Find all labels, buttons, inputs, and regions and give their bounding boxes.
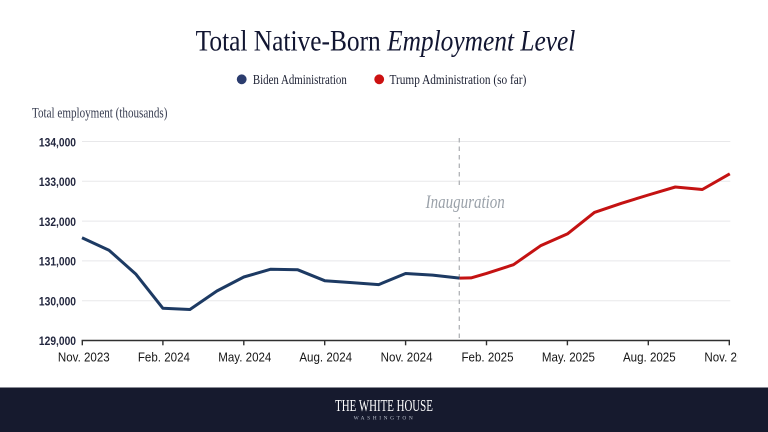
svg-text:130,000: 130,000 xyxy=(39,296,76,309)
svg-text:May. 2025: May. 2025 xyxy=(542,350,595,365)
svg-text:May. 2024: May. 2024 xyxy=(218,350,271,365)
svg-text:132,000: 132,000 xyxy=(39,216,76,229)
svg-text:Feb. 2024: Feb. 2024 xyxy=(138,350,190,365)
svg-text:Feb. 2025: Feb. 2025 xyxy=(461,350,513,365)
svg-text:THE WHITE HOUSE: THE WHITE HOUSE xyxy=(335,398,433,416)
svg-text:133,000: 133,000 xyxy=(39,176,76,189)
svg-text:Aug. 2024: Aug. 2024 xyxy=(299,350,352,365)
svg-text:Biden Administration: Biden Administration xyxy=(253,72,348,88)
svg-text:Aug. 2025: Aug. 2025 xyxy=(623,350,676,365)
svg-text:Total Native-Born Employment L: Total Native-Born Employment Level xyxy=(196,24,576,57)
svg-text:131,000: 131,000 xyxy=(39,256,76,269)
svg-text:134,000: 134,000 xyxy=(39,137,76,150)
svg-text:Nov. 2024: Nov. 2024 xyxy=(381,350,433,365)
svg-text:Trump Administration (so far): Trump Administration (so far) xyxy=(390,72,527,87)
svg-text:WASHINGTON: WASHINGTON xyxy=(354,416,416,422)
svg-text:Nov. 2025: Nov. 2025 xyxy=(704,350,756,365)
svg-text:129,000: 129,000 xyxy=(39,335,76,348)
svg-text:Inauguration: Inauguration xyxy=(425,191,505,212)
svg-text:Total employment (thousands): Total employment (thousands) xyxy=(32,104,167,121)
svg-text:Nov. 2023: Nov. 2023 xyxy=(58,350,110,365)
